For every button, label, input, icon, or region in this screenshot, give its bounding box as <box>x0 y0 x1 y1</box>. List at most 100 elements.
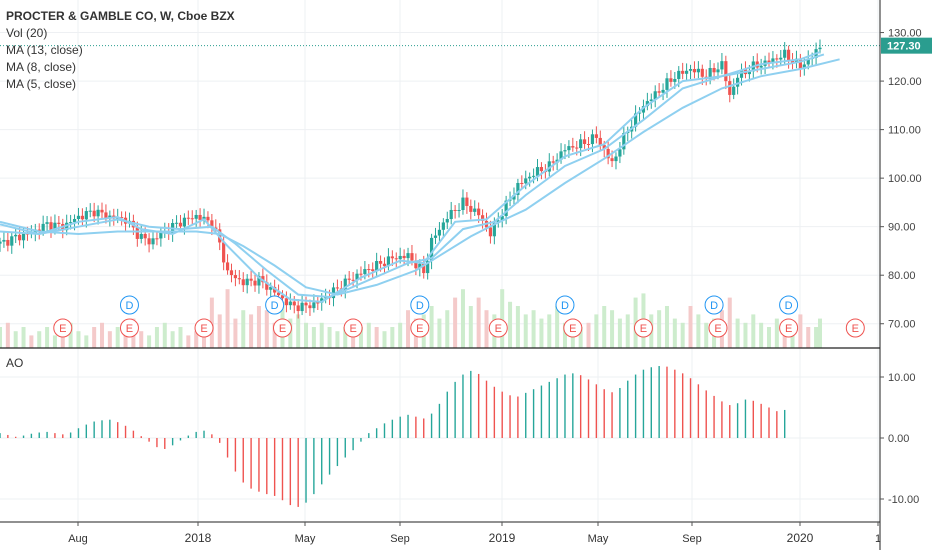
volume-bar <box>249 314 254 348</box>
candle <box>14 227 18 244</box>
candle-body <box>645 101 649 107</box>
candle <box>665 72 669 98</box>
earnings-marker: E <box>563 318 583 338</box>
candle <box>155 231 159 246</box>
volume-bar <box>453 297 458 348</box>
marker-circle <box>194 318 214 338</box>
volume-bar <box>311 327 316 348</box>
ao-y-tick-label: 0.00 <box>888 433 909 445</box>
candle <box>633 105 638 132</box>
last-price-badge <box>881 37 932 54</box>
candle-body <box>96 209 100 217</box>
ao-y-tick-label: 10.00 <box>888 372 916 384</box>
candle-body <box>594 134 598 138</box>
candle-body <box>155 238 159 240</box>
candle-body <box>610 158 614 162</box>
candle <box>437 222 442 242</box>
marker-circle <box>410 318 430 338</box>
candle <box>653 85 657 108</box>
candle-body <box>84 211 88 220</box>
marker-letter: D <box>271 300 279 312</box>
marker-letter: E <box>495 323 502 335</box>
candle <box>312 294 316 313</box>
candle <box>49 216 53 238</box>
candle <box>237 270 241 285</box>
candle-body <box>386 256 391 267</box>
candle <box>594 126 598 144</box>
candle-body <box>120 217 124 219</box>
volume-bar <box>774 318 779 348</box>
volume-bar <box>45 327 50 348</box>
candle-body <box>190 218 194 220</box>
candle-body <box>261 276 265 283</box>
candle-body <box>618 149 622 157</box>
candle <box>767 52 771 69</box>
marker-letter: E <box>349 323 356 335</box>
candle <box>241 272 245 293</box>
ao-legend[interactable]: AO <box>6 356 24 370</box>
ao-y-tick-label: -10.00 <box>888 494 919 506</box>
candle-body <box>2 239 6 242</box>
volume-bar <box>194 331 199 348</box>
candle <box>296 299 300 319</box>
candle <box>669 70 673 87</box>
candle-body <box>21 233 26 241</box>
volume-bar <box>170 331 175 348</box>
candle-body <box>787 49 791 61</box>
candle <box>582 131 587 149</box>
candle-body <box>159 232 163 239</box>
candle-body <box>292 301 296 306</box>
volume-bar <box>233 318 238 348</box>
candle-body <box>269 286 273 290</box>
legend-ma8[interactable]: MA (8, close) <box>6 60 77 74</box>
legend-ma13[interactable]: MA (13, close) <box>6 43 83 57</box>
candle <box>453 205 457 219</box>
candle <box>375 252 379 276</box>
dividend-marker: D <box>410 295 430 315</box>
candle-body <box>139 233 143 239</box>
candle-body <box>602 145 606 149</box>
volume-bar <box>806 327 811 348</box>
candle <box>520 175 524 190</box>
volume-bar <box>484 310 489 348</box>
candle-body <box>524 178 528 184</box>
candle-body <box>390 256 394 259</box>
volume-bar <box>704 322 709 348</box>
candle-body <box>724 61 728 82</box>
candle <box>469 199 473 220</box>
candle <box>210 213 214 236</box>
candle-body <box>6 239 10 246</box>
candle <box>547 153 551 177</box>
candle-body <box>53 222 57 231</box>
candle-body <box>779 57 783 60</box>
candle-body <box>304 302 308 306</box>
volume-bar <box>68 322 73 348</box>
symbol-title[interactable]: PROCTER & GAMBLE CO, W, Cboe BZX <box>6 9 235 23</box>
candle-body <box>590 134 595 145</box>
candle-body <box>186 217 190 219</box>
candle <box>69 214 73 230</box>
candle-body <box>579 139 583 149</box>
legend-volume[interactable]: Vol (20) <box>6 26 48 40</box>
volume-bar <box>13 331 18 348</box>
legend-ma5[interactable]: MA (5, close) <box>6 77 77 91</box>
candle-body <box>174 222 179 224</box>
candle-body <box>206 216 210 221</box>
candle-body <box>688 69 693 71</box>
candle <box>763 55 767 74</box>
candle-body <box>649 99 653 102</box>
marker-circle <box>704 295 724 315</box>
volume-bar <box>100 322 105 348</box>
volume-bar <box>29 335 34 348</box>
candle <box>641 99 646 120</box>
candle <box>163 222 167 238</box>
candle-body <box>375 261 379 272</box>
candle-body <box>692 69 697 73</box>
candle-body <box>582 139 587 144</box>
candle-body <box>100 209 104 213</box>
candle-body <box>398 255 402 260</box>
candle-body <box>249 278 253 281</box>
candle <box>457 203 461 218</box>
